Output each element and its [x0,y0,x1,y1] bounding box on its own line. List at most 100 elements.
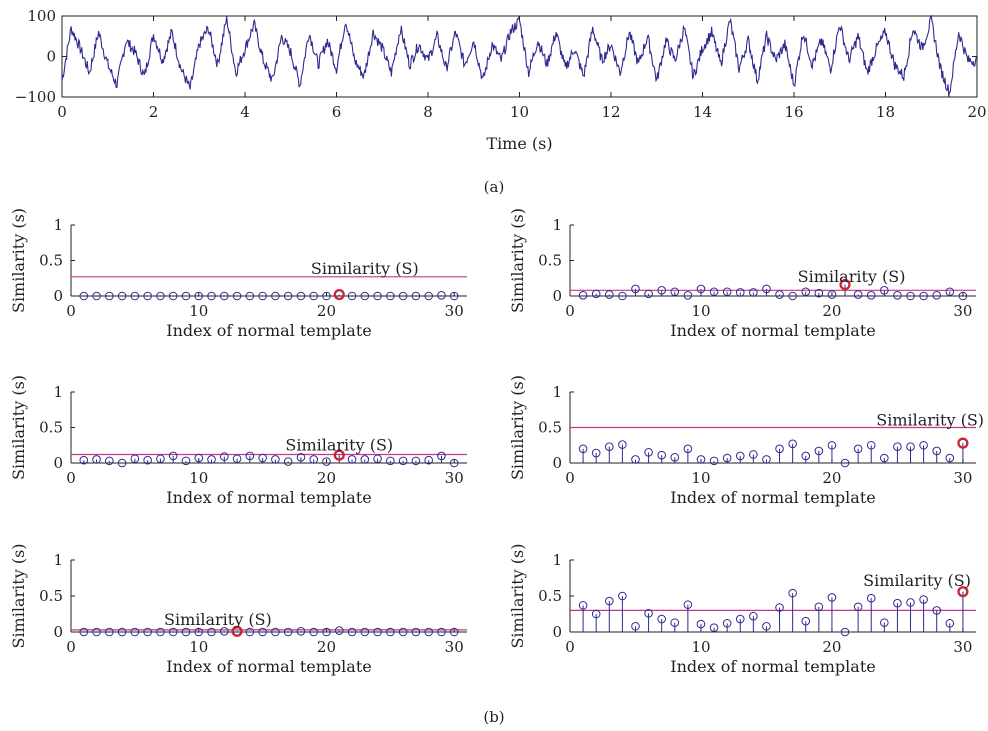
stem-marker [424,455,433,465]
stem-marker [604,596,614,606]
stem-marker [258,453,267,463]
stem-marker [219,452,229,461]
y-tick-label: 100 [27,7,56,25]
stem-marker [604,290,614,299]
stem-marker [105,291,114,301]
stem-marker [591,289,601,299]
x-tick-label: 20 [317,302,336,320]
stem-marker [398,627,408,637]
y-tick-label: 0.5 [538,419,562,437]
stem-marker [117,458,127,468]
stem-marker [219,626,229,636]
stem-marker [334,626,344,635]
stem-marker [683,444,693,454]
stem-marker [578,444,588,454]
x-axis-label: Index of normal template [166,657,371,676]
stem-marker [219,291,229,301]
stem-marker [631,284,640,294]
stem-marker [322,627,331,637]
stem-plot-1: 0 10 20 30 0 0.5 1 Similarity (S) Index of norma… [9,208,467,340]
y-tick-label: 1 [552,551,562,569]
stem-marker [827,593,837,602]
x-axis-label: Index of normal template [166,488,371,507]
stem-marker [670,618,680,627]
stem-marker [130,454,140,464]
stem-plot-6: 0 10 20 30 0 0.5 1 Similarity (S) Index of norma… [508,543,976,676]
stem-marker [880,286,889,295]
caption-a: (a) [484,178,505,196]
stem-marker [880,453,889,463]
x-tick-label: 20 [822,469,841,487]
stem-marker [437,290,446,300]
y-tick-label: 0.5 [39,252,63,270]
stem-marker [130,291,140,301]
stem-marker [644,448,653,457]
y-tick-label: 0 [53,287,63,305]
stem-marker [181,627,191,637]
stem-marker [309,455,319,464]
highlight-marker [839,279,851,291]
y-axis-label: Similarity (s) [508,375,527,480]
highlight-marker [333,449,345,461]
y-tick-label: 1 [53,551,63,569]
stem-marker [683,600,693,609]
stem-marker [232,454,242,464]
caption-b: (b) [483,708,504,726]
x-tick-label: 8 [423,103,433,121]
x-axis-label: Index of normal template [670,488,875,507]
x-axis-label: Index of normal template [166,321,371,340]
similarity-annotation: Similarity (S) [863,571,971,590]
stem-marker [709,456,719,466]
stem-marker [840,627,850,637]
x-axis-label: Time (s) [486,134,552,153]
stem-marker [156,627,165,637]
x-tick-label: 30 [953,638,972,656]
stem-marker [893,598,902,608]
y-tick-label: 0.5 [538,587,562,605]
stem-marker [117,627,127,637]
highlight-marker [231,625,243,637]
stem-marker [386,627,395,637]
similarity-annotation: Similarity (S) [311,259,419,278]
similarity-annotation: Similarity (S) [798,267,906,286]
stem-marker [735,288,745,297]
stem-marker [775,290,784,299]
stem-marker [373,291,382,301]
x-tick-label: 10 [189,302,208,320]
stem-marker [670,287,680,297]
similarity-annotation: Similarity (S) [285,435,393,454]
stem-marker [386,291,395,301]
stem-marker [168,291,178,301]
stem-marker [194,627,204,637]
stem-plot-4: 0 10 20 30 0 0.5 1 Similarity (S) Index of norma… [508,375,984,507]
y-tick-label: 0.5 [39,419,63,437]
stem-marker [814,446,824,456]
highlight-marker [957,437,969,449]
stem-marker [945,619,955,628]
y-tick-label: 0 [552,454,562,472]
stem-marker [168,451,178,461]
stem-marker [322,457,331,466]
stem-marker [696,619,706,629]
y-axis-label: Similarity (s) [9,375,28,480]
stem-marker [749,611,758,621]
y-axis-label: Similarity (s) [9,543,28,648]
stem-marker [258,291,267,301]
x-tick-label: 20 [317,469,336,487]
stem-marker [181,291,191,301]
stem-marker [932,606,942,615]
x-tick-label: 0 [565,469,575,487]
stem-marker [893,442,902,451]
stem-marker [801,451,811,461]
stem-marker [168,627,178,637]
similarity-annotation: Similarity (S) [876,410,984,429]
stem-marker [722,287,732,297]
stem-marker [578,290,588,300]
stem-marker [578,601,588,610]
x-tick-label: 30 [445,469,464,487]
stem-marker [130,627,140,637]
stem-marker [866,593,876,603]
stem-marker [360,455,370,464]
stem-marker [631,621,640,631]
stem-marker [194,453,204,463]
